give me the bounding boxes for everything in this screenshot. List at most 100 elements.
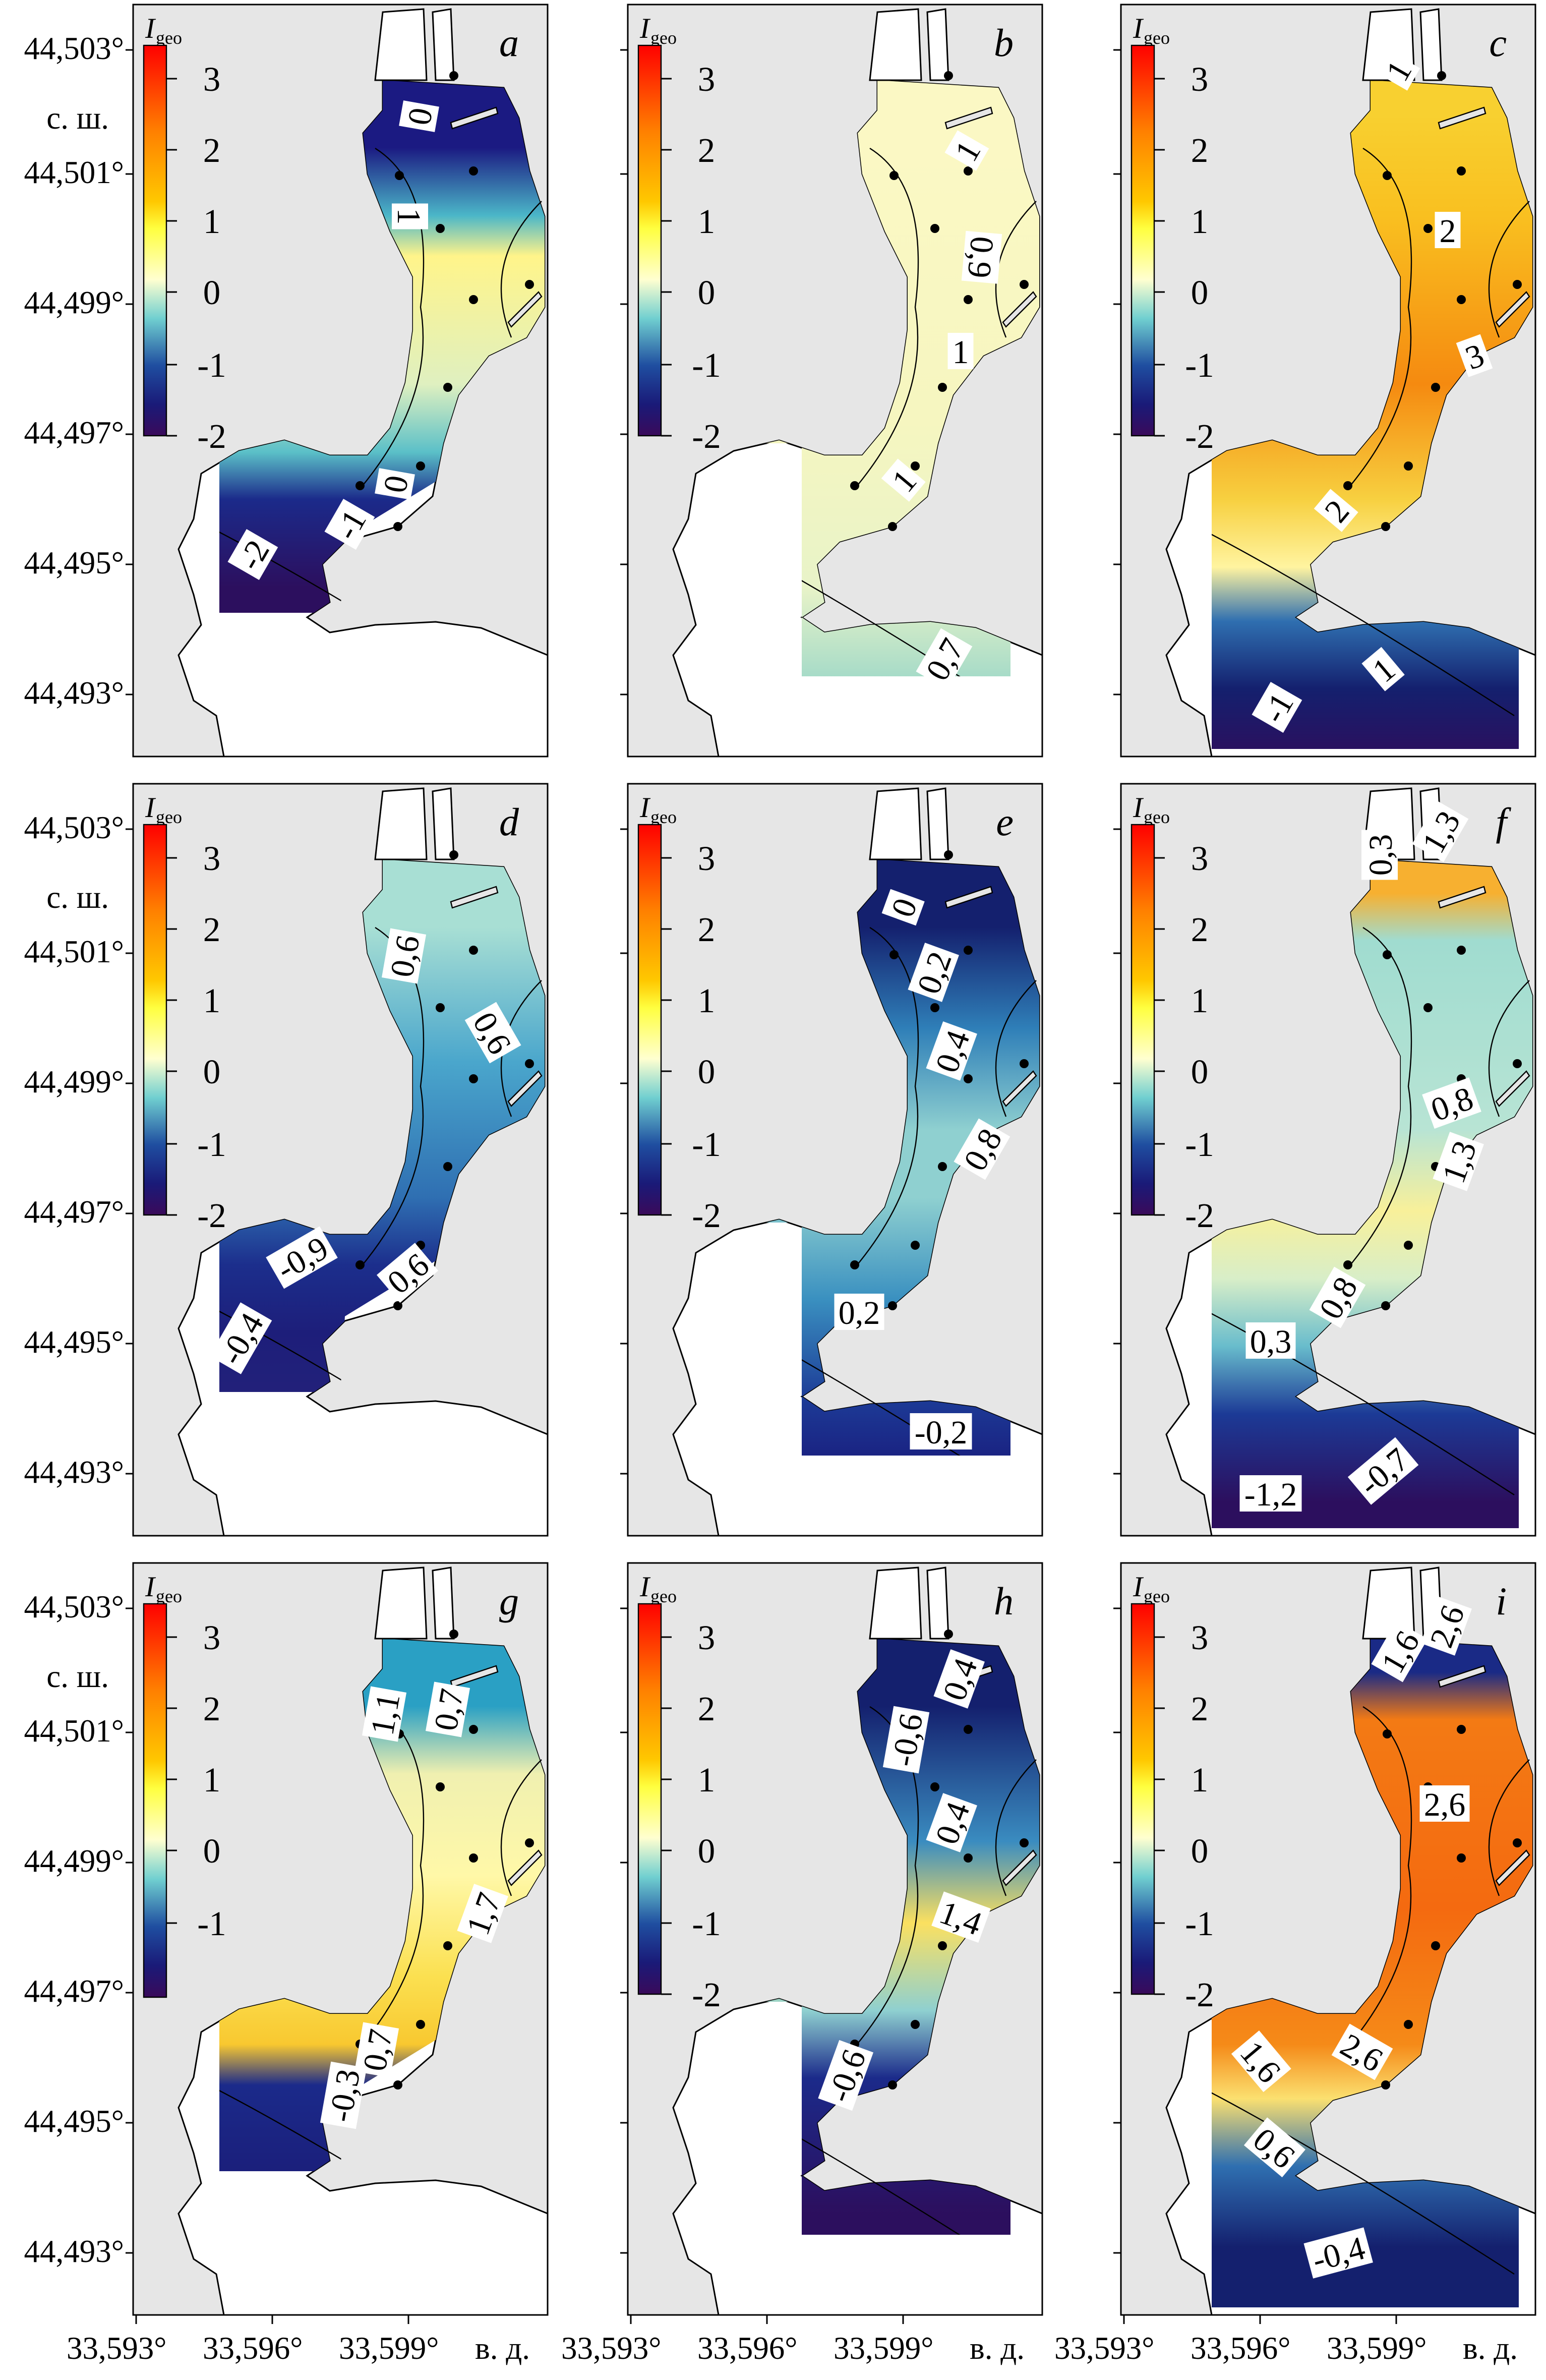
colorbar-tick-label: 3 — [698, 60, 716, 98]
sampling-station — [1513, 1059, 1522, 1068]
lon-tick-label: 33,593° — [561, 2330, 662, 2366]
contour-line — [854, 147, 919, 489]
contour-line — [995, 980, 1037, 1117]
colorbar-tick-label: 2 — [203, 910, 221, 949]
sampling-station — [355, 481, 365, 490]
sampling-station — [944, 1630, 953, 1639]
sampling-station — [889, 171, 899, 180]
colorbar-tick-label: -2 — [197, 417, 226, 455]
panel-letter: e — [996, 800, 1014, 844]
contour-label-box — [354, 2022, 399, 2078]
sampling-station — [911, 1241, 920, 1250]
sampling-station — [1020, 1059, 1029, 1068]
colorbar-tick-label: 0 — [1191, 1053, 1209, 1091]
contour-label: 1 — [947, 333, 974, 371]
colorbar-tick-label: 1 — [1191, 981, 1209, 1020]
contour-line — [193, 518, 527, 613]
contour-line — [360, 147, 425, 489]
contour-label-text: 2 — [1440, 213, 1456, 250]
sampling-station — [1423, 1003, 1433, 1012]
contour-label-box — [1419, 1785, 1470, 1822]
contour-label-text: 2,6 — [1424, 1786, 1466, 1823]
contour-line — [1488, 201, 1530, 338]
colorbar — [1131, 1603, 1155, 1995]
sampling-station — [964, 1074, 973, 1083]
colorbar-subscript: geo — [156, 1586, 182, 1606]
igeo-field — [1166, 80, 1535, 749]
sampling-station — [393, 1301, 402, 1310]
breakwater — [1495, 1849, 1530, 1886]
sampling-station — [1343, 481, 1352, 490]
sampling-station — [1457, 295, 1466, 304]
contour-label-box — [457, 1884, 508, 1943]
sampling-station — [469, 1853, 478, 1863]
lon-tick-label: 33,596° — [203, 2330, 303, 2366]
sampling-station — [469, 946, 478, 955]
contour-label-box — [1239, 1475, 1302, 1512]
colorbar-tick-label: 2 — [1191, 910, 1209, 949]
lat-tick-label: 44,497° — [24, 415, 124, 451]
colorbar-tick-label: 3 — [698, 1618, 716, 1657]
contour-label-box — [1303, 2227, 1373, 2279]
colorbar-title: I — [1133, 1571, 1144, 1603]
contour-label: 0,7 — [425, 1681, 471, 1737]
contour-line — [1347, 926, 1412, 1268]
sampling-station — [525, 280, 534, 289]
colorbar-subscript: geo — [650, 807, 677, 827]
lat-tick-label: 44,501° — [24, 934, 124, 970]
contour-line — [193, 2076, 527, 2171]
contour-label: 0,3 — [1245, 1322, 1296, 1360]
breakwater — [1002, 291, 1037, 328]
colorbar-tick-label: -2 — [1185, 417, 1214, 455]
sampling-station — [938, 1941, 947, 1950]
contour-label-box — [209, 1302, 272, 1374]
contour-label-box — [1347, 1437, 1419, 1505]
sampling-station — [1404, 2020, 1413, 2029]
panel-letter: c — [1489, 21, 1507, 65]
sampling-station — [393, 2080, 402, 2089]
igeo-field — [1166, 859, 1535, 1528]
colorbar-tick-label: -2 — [692, 1976, 721, 2014]
sampling-station — [469, 295, 478, 304]
colorbar-subscript: geo — [156, 28, 182, 48]
igeo-field — [179, 1639, 548, 2171]
contour-label-box — [1376, 50, 1420, 91]
colorbar — [637, 1603, 662, 1995]
contour-label-box — [1371, 1620, 1428, 1682]
colorbar-tick-label: 0 — [203, 273, 221, 312]
sampling-station — [1020, 280, 1029, 289]
contour-line — [193, 1297, 527, 1392]
contour-label-box — [362, 1686, 407, 1742]
colorbar-title: I — [639, 1571, 651, 1603]
colorbar-tick-label: -1 — [1185, 346, 1214, 384]
pier — [374, 8, 428, 81]
contour-label-box — [324, 499, 375, 550]
panel-letter: d — [499, 800, 519, 844]
contour-label-box — [320, 2061, 367, 2129]
sampling-station — [889, 950, 899, 959]
contour-label: 0,3 — [1361, 830, 1399, 880]
colorbar-tick-label: 2 — [203, 1690, 221, 1728]
contour-label-box — [1361, 647, 1405, 691]
panel-letter: a — [499, 21, 519, 65]
contour-label: 0,2 — [834, 1294, 884, 1331]
contour-label-box — [1331, 2023, 1393, 2080]
contour-label-box — [926, 1021, 977, 1081]
colorbar-tick-label: -2 — [1185, 1976, 1214, 2014]
breakwater — [1438, 106, 1486, 130]
colorbar-tick-label: -2 — [197, 1196, 226, 1235]
contour-label-box — [1245, 1322, 1296, 1359]
sampling-station — [1381, 1301, 1390, 1310]
sampling-station — [1383, 171, 1392, 180]
sampling-station — [416, 461, 425, 471]
sampling-station — [1457, 1853, 1466, 1863]
contour-label-box — [834, 1294, 884, 1330]
contour-label: 1,7 — [457, 1884, 508, 1943]
